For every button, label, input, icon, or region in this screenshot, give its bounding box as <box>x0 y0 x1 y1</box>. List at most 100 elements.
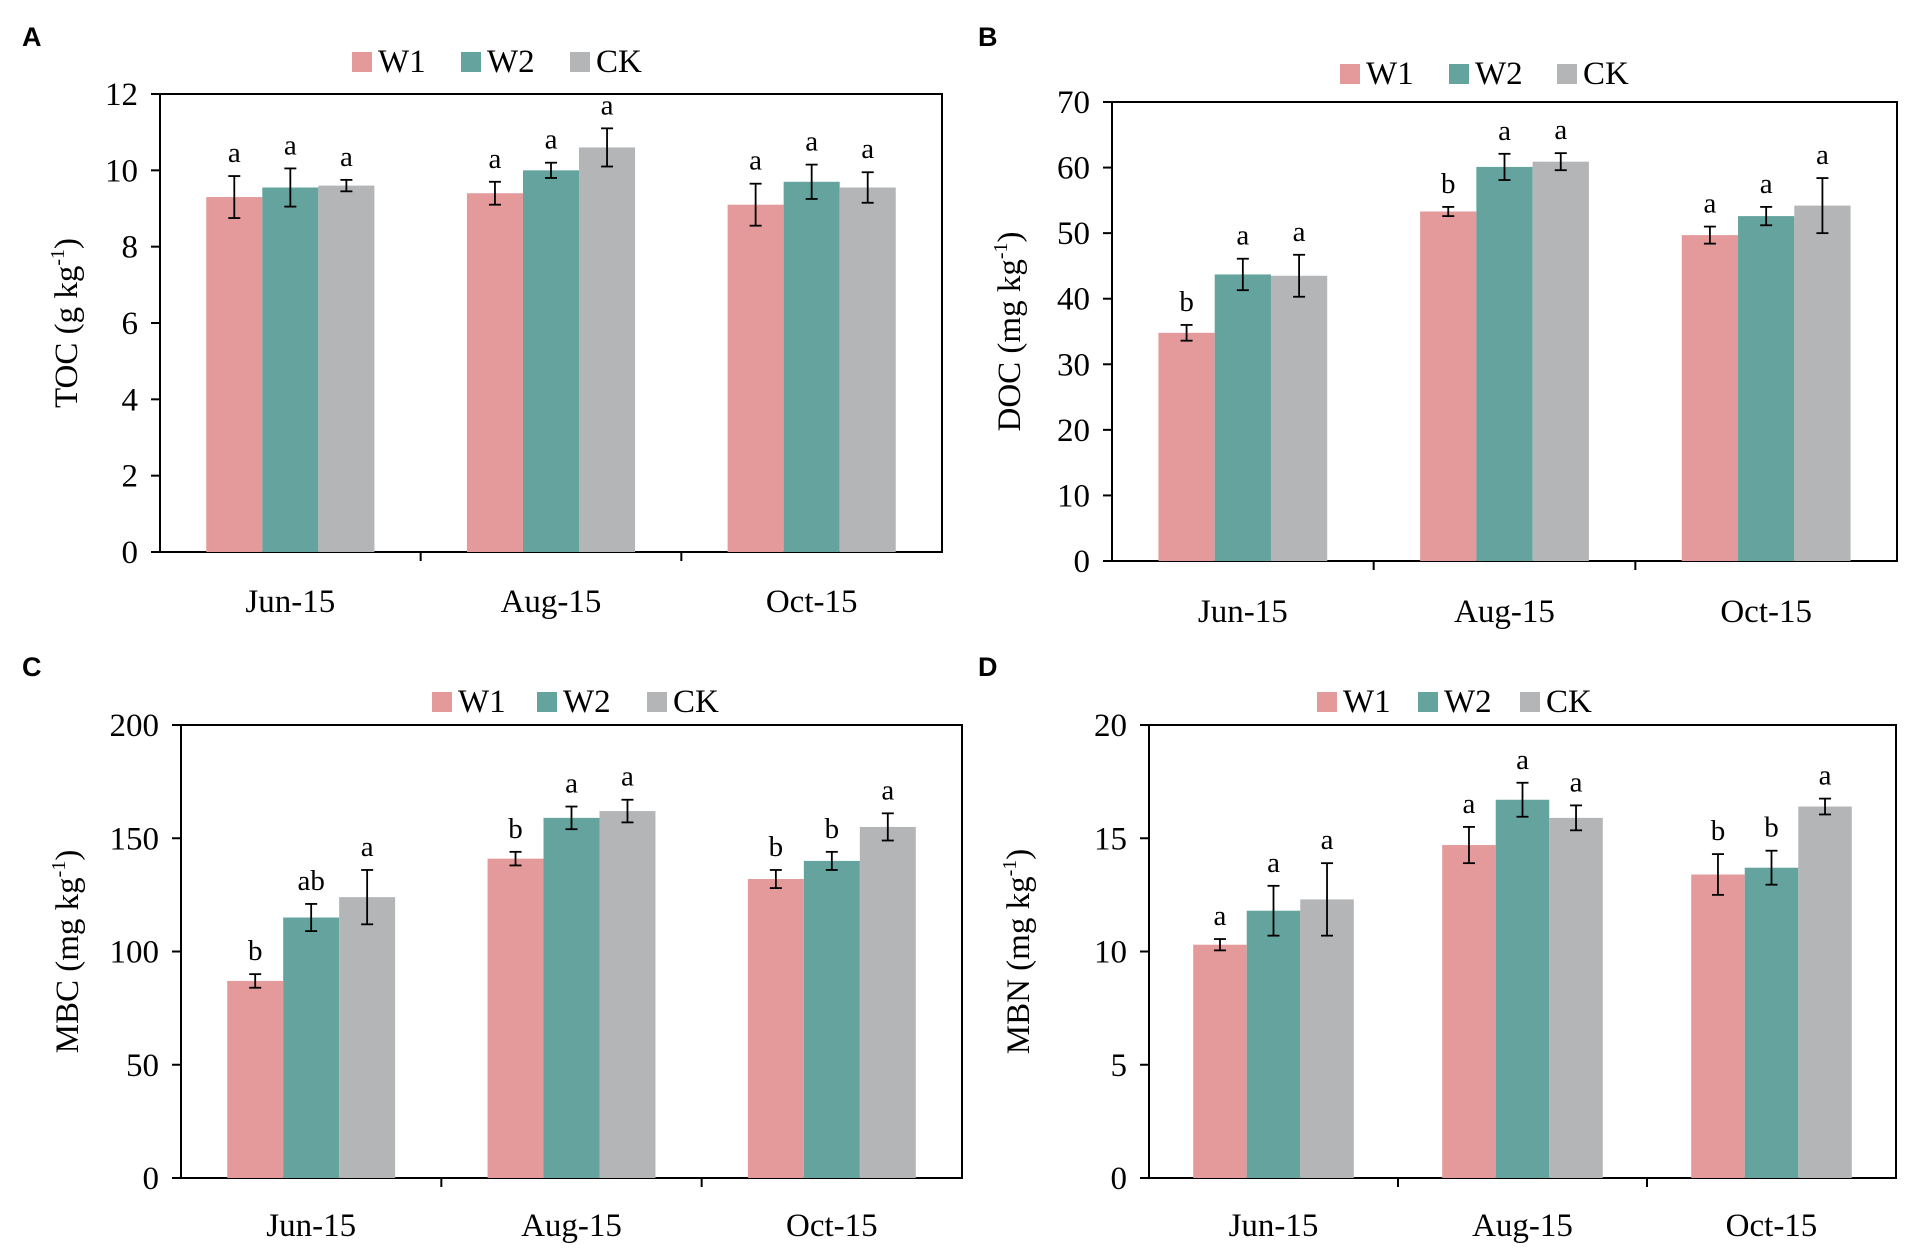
bar-w1 <box>1442 845 1496 1178</box>
y-axis-label: MBN (mg kg-1) <box>999 849 1037 1055</box>
significance-label: a <box>1554 114 1567 146</box>
bar-w1 <box>487 858 544 1178</box>
panel-letter: D <box>978 652 998 682</box>
significance-label: a <box>1760 168 1773 200</box>
bar-w2 <box>1744 867 1799 1178</box>
y-tick-label: 200 <box>110 708 160 744</box>
bar-w2 <box>262 187 319 552</box>
significance-label: a <box>1236 220 1249 252</box>
legend-swatch-w1 <box>1317 692 1337 712</box>
y-tick-label: 2 <box>122 459 139 495</box>
x-category-label: Jun-15 <box>245 584 335 620</box>
legend-label-w2: W2 <box>1475 56 1523 92</box>
y-tick-label: 30 <box>1057 347 1090 383</box>
bar-ck <box>1798 806 1852 1178</box>
significance-label: a <box>489 143 502 175</box>
bar-ck <box>1300 899 1354 1178</box>
significance-label: a <box>1703 188 1716 220</box>
panel-A: A 0 2 4 6 8 10 12 TOC (g kg-1) Jun-15 Aug-15 Oct-15… <box>22 22 943 620</box>
legend-label-ck: CK <box>673 684 719 720</box>
y-tick-label: 0 <box>1111 1161 1128 1197</box>
legend-label-w2: W2 <box>1444 684 1492 720</box>
bar-w2 <box>1246 910 1301 1178</box>
bar-ck <box>1549 817 1603 1178</box>
bar-w2 <box>1738 216 1795 561</box>
panel-letter: C <box>22 652 42 682</box>
y-axis-label-sup: -1 <box>999 860 1021 877</box>
y-axis-label: MBC (mg kg-1) <box>48 850 86 1054</box>
y-axis-label-main: MBN (mg kg <box>1001 876 1037 1054</box>
y-axis-label-main: MBC (mg kg <box>50 877 86 1053</box>
bar-w1 <box>1193 944 1247 1178</box>
significance-label: a <box>1321 824 1334 856</box>
x-category-label: Aug-15 <box>501 584 602 620</box>
y-axis-label: TOC (g kg-1) <box>47 238 85 408</box>
y-axis-label-end: ) <box>50 850 86 861</box>
x-category-label: Jun-15 <box>1229 1208 1319 1244</box>
significance-label: b <box>1711 815 1726 847</box>
significance-label: a <box>1816 139 1829 171</box>
panel-C: C 0 50 100 150 200 MBC (mg kg-1) Jun-15 Aug-15 Oc… <box>22 652 963 1244</box>
panel-letter: A <box>22 22 42 52</box>
legend-swatch-w2 <box>1449 64 1469 84</box>
bar-w2 <box>1476 166 1533 561</box>
significance-label: b <box>248 935 263 967</box>
y-axis-label-end: ) <box>992 231 1028 242</box>
y-tick-label: 10 <box>1094 935 1127 971</box>
y-axis-label-main: TOC (g kg <box>49 266 85 408</box>
significance-label: a <box>805 126 818 158</box>
y-tick-label: 8 <box>122 230 139 266</box>
bar-w2 <box>522 170 580 553</box>
significance-label: ab <box>297 865 324 897</box>
bar-w1 <box>206 197 263 553</box>
significance-label: a <box>1516 744 1529 776</box>
significance-label: a <box>621 761 634 793</box>
significance-label: a <box>1463 788 1476 820</box>
bar-w1 <box>1420 211 1477 562</box>
bar-w1 <box>727 204 784 552</box>
legend-label-w2: W2 <box>563 684 611 720</box>
bar-w2 <box>1495 799 1550 1178</box>
significance-label: a <box>361 831 374 863</box>
y-axis-label-sup: -1 <box>990 242 1012 259</box>
legend-label-w2: W2 <box>487 44 535 80</box>
legend-label-w1: W1 <box>1343 684 1391 720</box>
bar-ck <box>1270 275 1328 561</box>
legend-label-ck: CK <box>1583 56 1629 92</box>
y-axis-label-end: ) <box>49 238 85 249</box>
x-category-label: Jun-15 <box>266 1208 356 1244</box>
panel-D: D 0 5 10 15 20 MBN (mg kg-1) Jun-15 Aug-15 Oct-15… <box>978 652 1897 1244</box>
legend-label-w1: W1 <box>458 684 506 720</box>
bar-w2 <box>283 917 340 1178</box>
y-axis-label-sup: -1 <box>47 249 69 266</box>
y-axis-label: DOC (mg kg-1) <box>990 231 1028 431</box>
y-tick-label: 10 <box>1057 478 1090 514</box>
y-tick-label: 10 <box>105 153 138 189</box>
significance-label: a <box>284 129 297 161</box>
x-category-label: Jun-15 <box>1198 594 1288 630</box>
x-category-label: Aug-15 <box>1454 594 1555 630</box>
bar-w2 <box>803 860 860 1178</box>
y-tick-label: 0 <box>143 1161 160 1197</box>
bar-w2 <box>1214 274 1271 561</box>
bar-ck <box>318 185 375 552</box>
y-tick-label: 50 <box>1057 216 1090 252</box>
y-tick-label: 15 <box>1094 821 1127 857</box>
bar-w1 <box>1691 874 1745 1178</box>
significance-label: a <box>1570 766 1583 798</box>
legend-swatch-w1 <box>352 52 372 72</box>
x-category-label: Oct-15 <box>786 1208 878 1244</box>
significance-label: a <box>340 141 353 173</box>
y-tick-label: 150 <box>110 821 160 857</box>
x-category-label: Aug-15 <box>1472 1208 1573 1244</box>
significance-label: b <box>825 813 840 845</box>
x-category-label: Oct-15 <box>1720 594 1812 630</box>
y-tick-label: 0 <box>122 535 139 571</box>
bar-w2 <box>543 817 600 1178</box>
bar-ck <box>859 826 916 1178</box>
bar-w1 <box>1158 332 1215 561</box>
panel-B: B 0 10 20 30 40 50 60 70 DOC (mg kg-1) Jun-15 Aug-1… <box>978 22 1898 630</box>
y-tick-label: 100 <box>110 935 160 971</box>
y-axis-label-main: DOC (mg kg <box>992 259 1028 431</box>
